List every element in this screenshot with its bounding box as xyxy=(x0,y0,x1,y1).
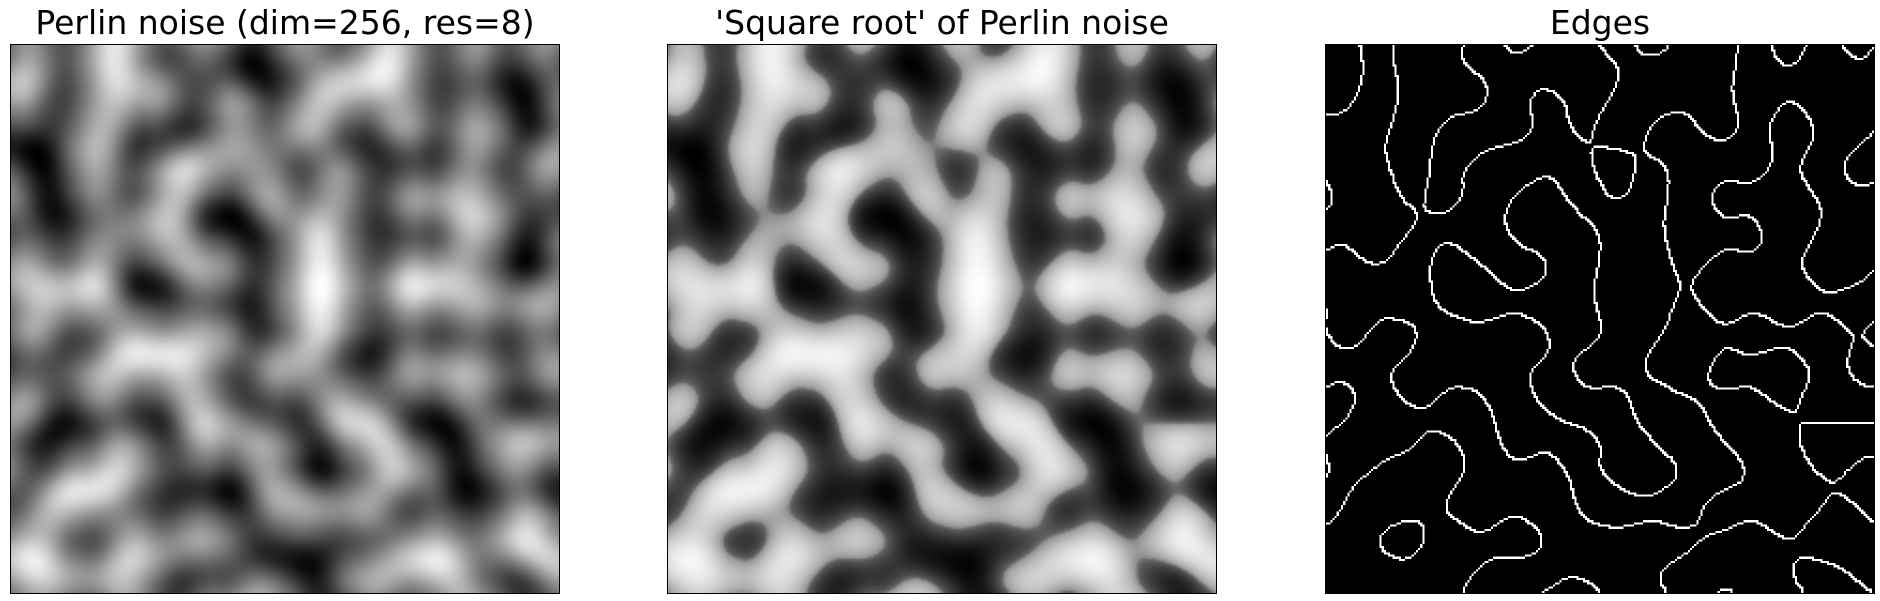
image-axes xyxy=(667,44,1217,594)
panel-title: 'Square root' of Perlin noise xyxy=(715,3,1169,42)
panel-perlin-noise: Perlin noise (dim=256, res=8) xyxy=(10,0,560,601)
panel-edges: Edges xyxy=(1325,0,1875,601)
sqrt-perlin-noise-image xyxy=(668,45,1216,593)
panel-title: Perlin noise (dim=256, res=8) xyxy=(35,3,535,42)
edges-image xyxy=(1326,45,1874,593)
image-axes xyxy=(1325,44,1875,594)
panel-sqrt-perlin-noise: 'Square root' of Perlin noise xyxy=(667,0,1217,601)
perlin-noise-image xyxy=(11,45,559,593)
panel-title: Edges xyxy=(1549,3,1651,42)
image-axes xyxy=(10,44,560,594)
